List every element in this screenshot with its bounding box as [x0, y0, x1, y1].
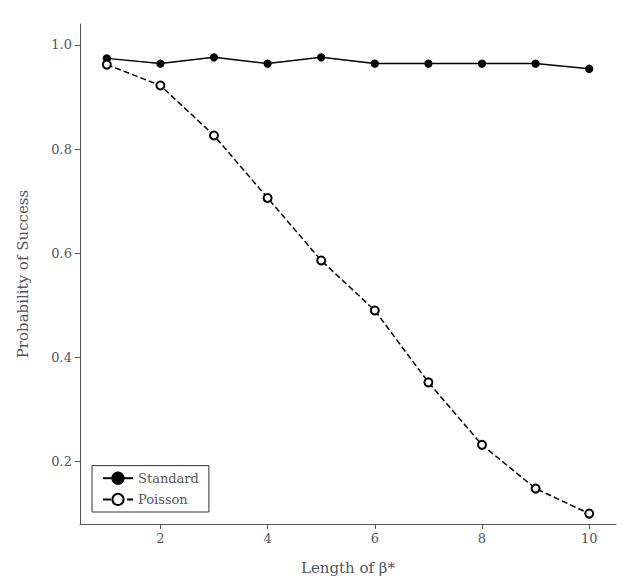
svg-text:4: 4	[263, 531, 271, 546]
svg-text:0.8: 0.8	[51, 142, 72, 157]
svg-text:0.6: 0.6	[51, 246, 72, 261]
svg-text:Probability of Success: Probability of Success	[14, 190, 32, 358]
svg-text:10: 10	[581, 531, 598, 546]
svg-text:1.0: 1.0	[51, 37, 72, 52]
svg-text:6: 6	[371, 531, 379, 546]
svg-text:2: 2	[156, 531, 164, 546]
svg-text:0.2: 0.2	[51, 454, 72, 469]
svg-text:Length of β*: Length of β*	[301, 559, 396, 577]
svg-text:Standard: Standard	[138, 471, 199, 486]
svg-text:0.4: 0.4	[51, 350, 72, 365]
svg-text:Poisson: Poisson	[138, 492, 188, 507]
svg-text:8: 8	[478, 531, 486, 546]
